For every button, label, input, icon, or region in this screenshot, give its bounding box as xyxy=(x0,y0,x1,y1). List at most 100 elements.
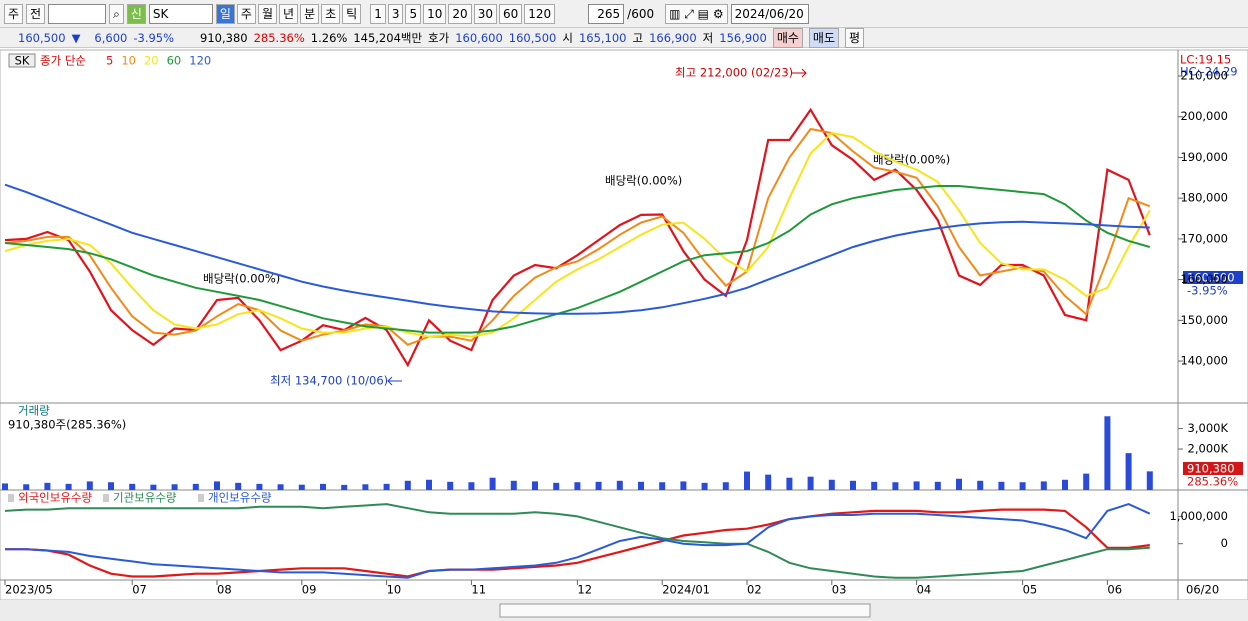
bar xyxy=(489,477,496,490)
change: 6,600 xyxy=(94,30,128,45)
period-button[interactable]: 분 xyxy=(300,3,320,24)
y-tick-label: 2,000K xyxy=(1188,442,1229,456)
interval-group: 1 3 5 10 20 30 60 120 xyxy=(370,3,556,24)
tool-icons[interactable]: ▥ ⤢ ▤ ⚙ xyxy=(665,3,728,24)
y-tick-label: 200,000 xyxy=(1180,109,1228,123)
bar xyxy=(320,483,326,490)
legend-swatch xyxy=(8,494,14,502)
legend-entry: 기관보유수량 xyxy=(113,491,177,505)
credit-badge[interactable]: 신 xyxy=(126,3,146,24)
series-line xyxy=(5,508,1150,578)
ask-label: 호가 xyxy=(428,30,450,45)
chart-group: SK 종가 단순 LC:19.15 HC:-24.29 최고 212,000 (… xyxy=(0,49,1248,621)
period-button[interactable]: 초 xyxy=(321,3,341,24)
x-tick-label: 2024/01 xyxy=(662,583,710,597)
series-line xyxy=(4,127,1151,346)
interval-button[interactable]: 10 xyxy=(423,3,447,24)
bid: 160,500 xyxy=(508,30,557,45)
sell-button[interactable]: 매도 xyxy=(808,27,839,48)
legend-swatch xyxy=(198,494,204,502)
bar xyxy=(1146,471,1153,490)
interval-button[interactable]: 5 xyxy=(405,3,422,24)
market-button[interactable]: 주 xyxy=(4,3,24,24)
ask: 160,600 xyxy=(455,30,503,45)
period-button[interactable]: 월 xyxy=(257,3,278,24)
bar xyxy=(680,481,687,490)
interval-button[interactable]: 30 xyxy=(473,3,497,24)
count-input[interactable]: 265 xyxy=(588,3,625,24)
bar xyxy=(659,482,666,490)
x-tick-label: 08 xyxy=(217,583,232,597)
x-tick-label: 06 xyxy=(1107,583,1122,597)
bar xyxy=(129,483,136,490)
bar xyxy=(2,483,8,490)
bar xyxy=(722,482,729,490)
x-tick-label: 11 xyxy=(471,583,486,597)
avg-button[interactable]: 평 xyxy=(845,27,865,48)
ex-dividend: 배당락(0.00%) xyxy=(605,174,682,188)
period-button[interactable]: 틱 xyxy=(342,3,362,24)
period-button[interactable]: 일 xyxy=(215,3,235,24)
last-volume-rate: 285.36% xyxy=(1187,475,1238,489)
quote-bar: 160,500 ▼ 6,600 -3.95% 910,380 285.36% 1… xyxy=(0,27,1248,48)
legend-entry: 5 xyxy=(106,54,113,68)
bar xyxy=(192,483,199,490)
bar xyxy=(998,481,1005,490)
bar xyxy=(426,479,432,490)
legend-swatch xyxy=(103,494,109,502)
y-tick-label: 150,000 xyxy=(1180,313,1228,327)
y-tick-label: 180,000 xyxy=(1180,191,1228,205)
date-input[interactable]: 2024/06/20 xyxy=(730,3,809,24)
interval-button[interactable]: 3 xyxy=(387,3,404,24)
last-change: -3.95% xyxy=(1187,284,1228,298)
bar xyxy=(235,482,242,490)
x-tick-label: 10 xyxy=(387,583,402,597)
period-button[interactable]: 년 xyxy=(279,3,299,24)
bar xyxy=(404,480,411,490)
last-price-box xyxy=(1183,271,1243,284)
bar xyxy=(1040,481,1047,490)
bar xyxy=(595,481,602,490)
amount: 145,204백만 xyxy=(353,30,423,45)
bar xyxy=(1062,479,1068,490)
bar xyxy=(468,482,475,490)
bar xyxy=(256,483,263,490)
interval-button[interactable]: 1 xyxy=(370,3,386,24)
scroll-thumb[interactable] xyxy=(499,603,871,618)
buy-button[interactable]: 매수 xyxy=(772,27,803,48)
low-arrow xyxy=(387,376,402,386)
name-input[interactable]: SK xyxy=(148,3,213,24)
bar xyxy=(108,482,114,490)
bar xyxy=(977,480,984,490)
bar xyxy=(171,484,178,490)
prev-button[interactable]: 전 xyxy=(26,3,46,24)
chart: SK 종가 단순 LC:19.15 HC:-24.29 최고 212,000 (… xyxy=(0,49,1248,621)
bar xyxy=(298,484,305,490)
interval-button[interactable]: 20 xyxy=(448,3,472,24)
interval-button[interactable]: 60 xyxy=(498,3,523,24)
bar xyxy=(616,480,623,490)
bar xyxy=(638,481,644,490)
search-icon[interactable]: ⌕ xyxy=(109,3,124,24)
code-input[interactable]: 034730 xyxy=(48,3,107,24)
turnover: 1.26% xyxy=(310,30,348,45)
period-button[interactable]: 주 xyxy=(236,3,256,24)
direction: ▼ xyxy=(71,30,81,45)
bar xyxy=(744,471,750,490)
bar xyxy=(532,481,538,490)
x-tick-label: 02 xyxy=(747,583,762,597)
bar xyxy=(362,484,369,490)
bar xyxy=(956,478,962,490)
interval-button[interactable]: 120 xyxy=(524,3,556,24)
high-arrow xyxy=(792,68,807,78)
bar xyxy=(44,482,51,490)
ex-dividend: 배당락(0.00%) xyxy=(203,272,280,286)
bar xyxy=(828,479,835,490)
bar xyxy=(892,482,899,490)
y-tick-label: 160,000 xyxy=(1180,272,1228,286)
legend-entry: 외국인보유수량 xyxy=(18,491,92,505)
ex-dividend: 배당락(0.00%) xyxy=(873,153,950,167)
